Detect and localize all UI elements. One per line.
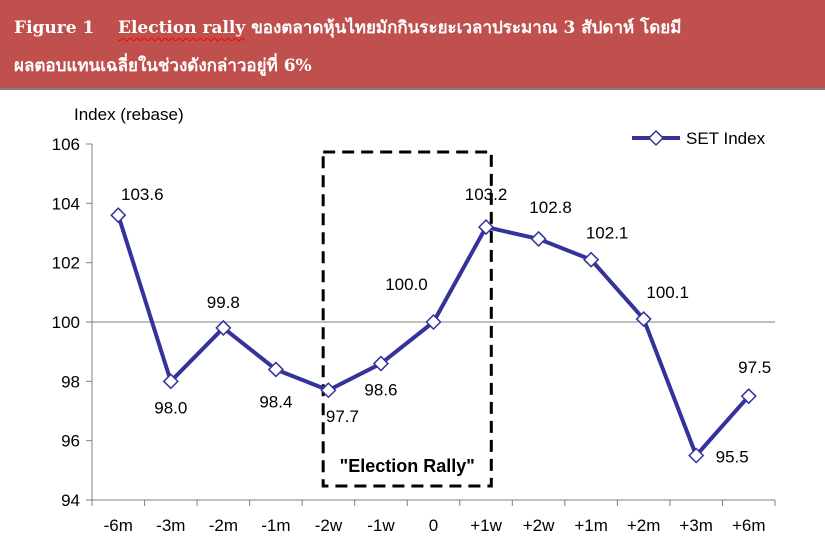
figure-title-en: Election rally — [117, 18, 246, 38]
data-point — [372, 355, 390, 372]
data-label: 103.2 — [465, 185, 508, 204]
data-label: 99.8 — [207, 293, 240, 312]
series-set-index: 103.6 98.0 99.8 98.4 97.7 98.6 100.0 103.2 102.8… — [110, 185, 771, 467]
x-tick-label: +1w — [470, 516, 502, 535]
x-tick-label: +3m — [679, 516, 713, 535]
x-tick-label: +6m — [732, 516, 766, 535]
data-point — [740, 388, 757, 405]
data-point — [215, 319, 232, 336]
data-point — [320, 382, 337, 399]
x-tick-label: -2w — [315, 516, 343, 535]
data-label: 103.6 — [121, 185, 164, 204]
data-label: 98.6 — [364, 381, 397, 400]
data-label: 100.0 — [385, 275, 428, 294]
figure-label: Figure 1 — [14, 18, 95, 38]
data-label: 97.5 — [738, 358, 771, 377]
data-point — [110, 207, 127, 224]
data-point — [477, 219, 495, 236]
election-rally-box: "Election Rally" — [321, 150, 493, 488]
x-tick-label: +2m — [627, 516, 661, 535]
y-tick-label: 104 — [52, 194, 80, 213]
figure-header: Figure 1 Election rally ของตลาดหุ้นไทยมั… — [0, 0, 825, 88]
figure-title-line2: ผลตอบแทนเฉลี่ยในช่วงดังกล่าวอยู่ที่ 6% — [14, 56, 312, 76]
y-tick-label: 102 — [52, 254, 80, 273]
y-tick-label: 100 — [52, 313, 80, 332]
figure-title-line1: ของตลาดหุ้นไทยมักกินระยะเวลาประมาณ 3 สัป… — [251, 18, 682, 38]
y-tick-label: 98 — [61, 372, 80, 391]
data-label: 102.1 — [586, 224, 629, 243]
data-point — [425, 313, 442, 331]
legend-marker — [647, 129, 665, 147]
y-axis-label: Index (rebase) — [74, 105, 184, 124]
y-tick-label: 96 — [61, 432, 80, 451]
data-point — [583, 251, 600, 268]
data-point — [635, 310, 652, 328]
data-label: 98.4 — [259, 392, 292, 411]
header-divider — [0, 88, 825, 90]
x-tick-label: -6m — [104, 516, 133, 535]
x-tick-label: -2m — [209, 516, 238, 535]
data-point — [688, 447, 705, 464]
y-tick-label: 106 — [52, 135, 80, 154]
data-label: 97.7 — [326, 407, 359, 426]
data-label: 98.0 — [154, 398, 187, 417]
data-label: 102.8 — [529, 198, 572, 217]
x-tick-label: 0 — [429, 516, 438, 535]
data-point — [267, 361, 284, 378]
legend-label: SET Index — [686, 129, 766, 148]
series-line — [116, 214, 751, 458]
election-rally-frame — [321, 150, 493, 488]
x-tick-label: -3m — [156, 516, 185, 535]
y-tick-label: 94 — [61, 491, 80, 510]
x-tick-label: +1m — [574, 516, 608, 535]
data-point — [162, 373, 179, 390]
data-label: 95.5 — [716, 448, 749, 467]
data-point — [530, 230, 547, 247]
legend: SET Index — [632, 129, 766, 148]
data-label: 100.1 — [646, 283, 689, 302]
x-tick-label: -1m — [261, 516, 290, 535]
x-tick-label: +2w — [523, 516, 555, 535]
election-rally-label: "Election Rally" — [340, 456, 475, 476]
x-tick-label: -1w — [367, 516, 395, 535]
